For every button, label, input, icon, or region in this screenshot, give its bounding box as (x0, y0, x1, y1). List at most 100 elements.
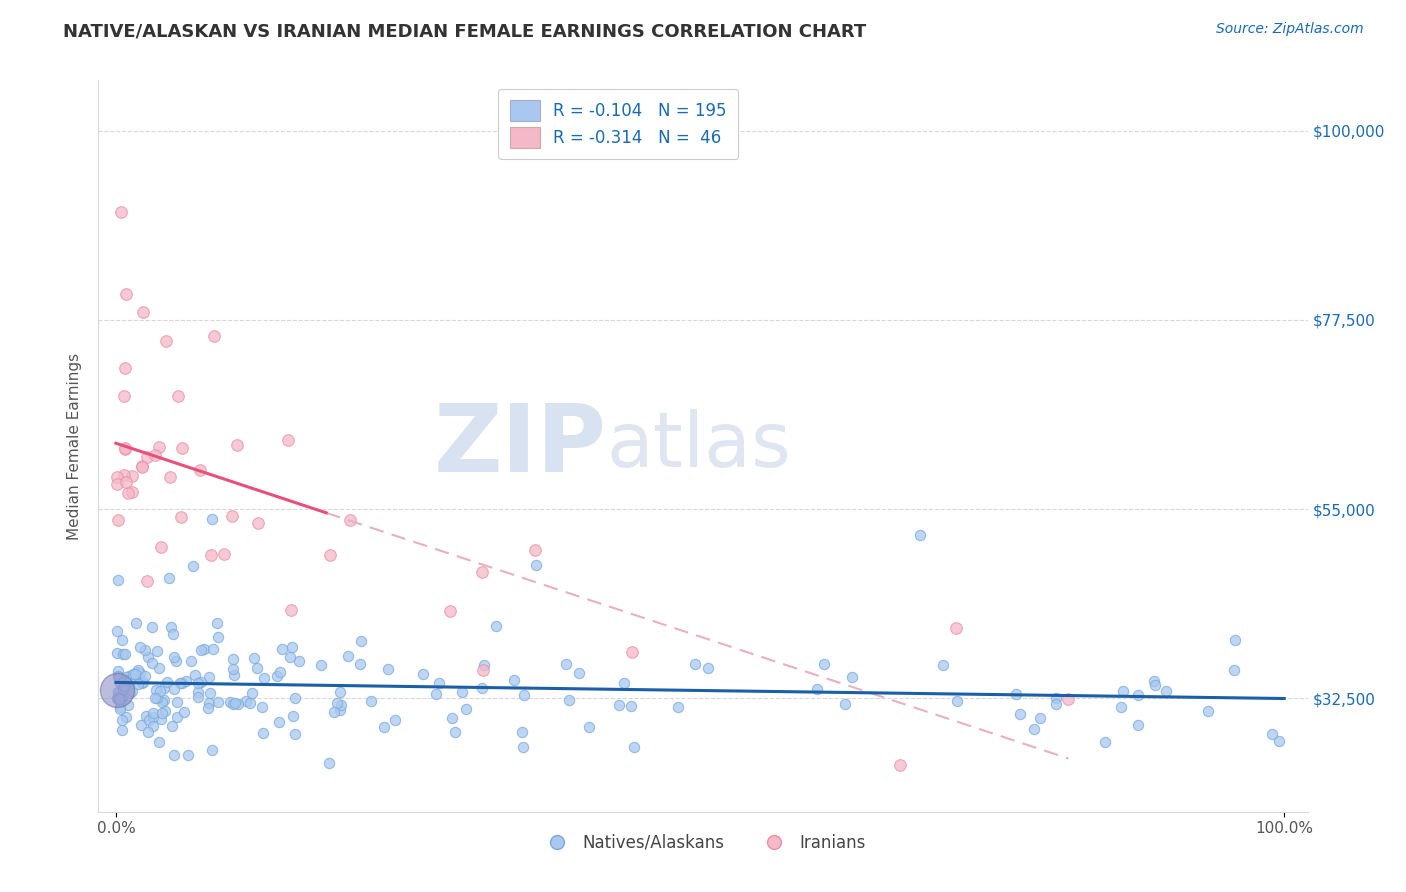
Point (165, 654, 187, 668)
Point (224, 696, 246, 710)
Point (125, 615, 148, 630)
Point (142, 718, 165, 732)
Point (201, 511, 224, 525)
Point (117, 669, 139, 683)
Point (1024, 722, 1046, 736)
Point (145, 690, 167, 705)
Point (813, 657, 835, 672)
Point (114, 442, 136, 457)
Point (250, 700, 273, 714)
Point (1126, 718, 1149, 732)
Point (107, 664, 129, 678)
Point (377, 662, 399, 676)
Text: atlas: atlas (606, 409, 792, 483)
Point (1111, 683, 1133, 698)
Point (149, 684, 172, 698)
Point (181, 559, 204, 574)
Point (219, 695, 242, 709)
Point (134, 669, 156, 683)
Point (173, 705, 195, 719)
Legend: Natives/Alaskans, Iranians: Natives/Alaskans, Iranians (534, 827, 872, 858)
Point (1261, 726, 1284, 740)
Point (281, 709, 304, 723)
Point (110, 691, 132, 706)
Point (117, 698, 139, 712)
Point (153, 693, 176, 707)
Point (471, 681, 494, 696)
Point (202, 328, 225, 343)
Point (243, 651, 266, 665)
Point (148, 660, 170, 674)
Point (555, 657, 578, 671)
Point (620, 698, 643, 713)
Point (197, 700, 219, 714)
Point (1154, 684, 1177, 698)
Point (201, 642, 224, 657)
Point (427, 676, 450, 690)
Point (226, 697, 249, 711)
Point (1028, 711, 1050, 725)
Point (169, 676, 191, 690)
Point (105, 682, 128, 697)
Point (145, 644, 167, 658)
Point (207, 631, 229, 645)
Point (135, 574, 157, 589)
Point (142, 710, 165, 724)
Text: Source: ZipAtlas.com: Source: ZipAtlas.com (1216, 22, 1364, 37)
Point (1045, 691, 1067, 706)
Point (503, 673, 526, 688)
Point (108, 692, 131, 706)
Point (141, 656, 163, 670)
Point (111, 723, 134, 738)
Point (834, 697, 856, 711)
Point (683, 657, 706, 672)
Point (623, 739, 645, 754)
Point (131, 459, 153, 474)
Point (115, 710, 138, 724)
Point (153, 681, 176, 695)
Point (127, 668, 149, 682)
Point (201, 742, 224, 756)
Point (177, 747, 200, 762)
Point (1057, 691, 1080, 706)
Point (318, 549, 340, 563)
Point (107, 513, 129, 527)
Point (325, 696, 347, 710)
Point (621, 645, 644, 659)
Point (510, 724, 533, 739)
Point (329, 685, 352, 699)
Point (105, 646, 128, 660)
Point (131, 674, 153, 689)
Point (166, 695, 188, 709)
Point (105, 470, 128, 484)
Point (384, 713, 406, 727)
Point (155, 334, 177, 348)
Point (115, 670, 138, 684)
Point (108, 699, 131, 714)
Point (142, 706, 165, 720)
Point (278, 650, 301, 665)
Point (239, 696, 262, 710)
Point (439, 603, 461, 617)
Point (124, 666, 146, 681)
Point (200, 549, 222, 563)
Point (666, 699, 689, 714)
Point (207, 695, 229, 709)
Point (184, 668, 207, 682)
Point (309, 658, 332, 673)
Point (108, 702, 131, 716)
Point (1197, 704, 1219, 718)
Point (472, 657, 495, 672)
Point (163, 748, 186, 763)
Point (107, 670, 129, 684)
Point (450, 684, 472, 698)
Point (172, 441, 194, 455)
Point (932, 657, 955, 672)
Point (908, 528, 931, 542)
Point (118, 679, 141, 693)
Point (112, 647, 135, 661)
Point (330, 698, 353, 712)
Point (131, 675, 153, 690)
Point (841, 670, 863, 684)
Point (200, 686, 222, 700)
